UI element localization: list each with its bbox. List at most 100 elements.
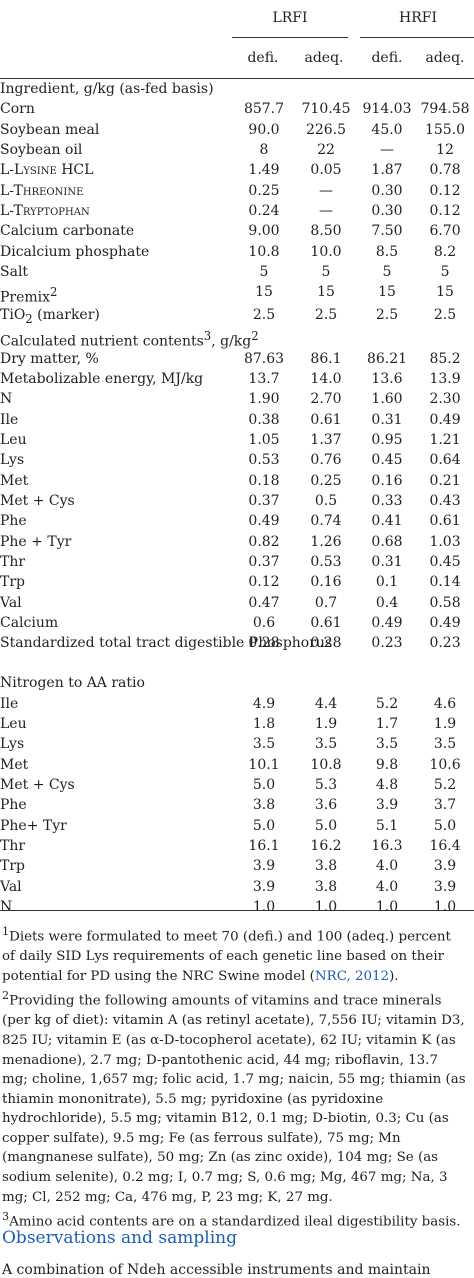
row-label: Leu — [0, 716, 234, 736]
row-label: Thr — [0, 838, 234, 858]
cell-value: — — [380, 142, 394, 159]
cell-value: 1.26 — [310, 533, 342, 550]
row-label-text: Phe — [0, 513, 27, 530]
row-label: Leu — [0, 432, 234, 452]
row-label: Ile — [0, 696, 234, 716]
section-title-text: Calculated nutrient contents — [0, 333, 204, 350]
cell-value: 5.0 — [252, 777, 276, 794]
section-row: Calculated nutrient contents3, g/kg2 — [0, 328, 474, 351]
row-label: Met + Cys — [0, 493, 234, 513]
row-label-text: Val — [0, 594, 22, 611]
cell-value: 4.6 — [433, 695, 457, 712]
section-title: Nitrogen to AA ratio — [0, 675, 474, 695]
cell-value: 86.1 — [310, 350, 342, 367]
row-label-text: Met — [0, 756, 29, 773]
cell-value: 0.30 — [371, 203, 403, 220]
cell-value: 85.2 — [429, 350, 461, 367]
cell-value: 9.00 — [248, 223, 280, 240]
cell-value: 2.5 — [375, 307, 399, 324]
row-label-text: Met + Cys — [0, 492, 75, 509]
cell-value: 0.23 — [371, 635, 403, 652]
table-row: Premix2 15 15 15 15 — [0, 284, 474, 307]
table-row: Corn 857.7 710.45 914.03 794.58 — [0, 101, 474, 121]
cell-value: 4.0 — [375, 858, 399, 875]
table-row: Calcium 0.6 0.61 0.49 0.49 — [0, 615, 474, 635]
cell-value: 0.49 — [429, 411, 461, 428]
row-label-text: TiO — [0, 307, 26, 324]
cell-value: 0.43 — [429, 492, 461, 509]
table-row: Leu 1.8 1.9 1.7 1.9 — [0, 716, 474, 736]
row-label: Soybean oil — [0, 142, 234, 162]
cell-value: 0.38 — [248, 411, 280, 428]
table-row: TiO2 (marker) 2.5 2.5 2.5 2.5 — [0, 307, 474, 328]
cell-value: 5 — [321, 264, 331, 281]
cell-value: 7.50 — [371, 223, 403, 240]
row-label-text: Ile — [0, 411, 19, 428]
cell-value: 0.05 — [310, 162, 342, 179]
row-label-text: Trp — [0, 858, 25, 875]
cell-value: 1.21 — [429, 431, 461, 448]
footnote-1-end: ). — [389, 968, 399, 984]
table-bottom-rule — [0, 910, 474, 911]
row-label-text: Leu — [0, 431, 27, 448]
table-row: Thr 16.1 16.2 16.3 16.4 — [0, 838, 474, 858]
row-label: N — [0, 899, 234, 919]
cell-value: 0.76 — [310, 452, 342, 469]
table-row: Phe 3.8 3.6 3.9 3.7 — [0, 797, 474, 817]
cell-value: 914.03 — [362, 101, 412, 118]
cell-value: 0.41 — [371, 513, 403, 530]
nrc-citation-link[interactable]: NRC, 2012 — [314, 968, 390, 984]
cell-value: 0.25 — [310, 472, 342, 489]
row-label-text: Leu — [0, 716, 27, 733]
row-label-text: Soybean meal — [0, 121, 100, 138]
row-label: Dicalcium phosphate — [0, 244, 234, 264]
cell-value: 1.87 — [371, 162, 403, 179]
cell-value: 2.5 — [252, 307, 276, 324]
section-title-title-sup2: 2 — [251, 328, 259, 343]
cell-value: 0.74 — [310, 513, 342, 530]
cell-value: 13.7 — [248, 370, 280, 387]
table-row: Thr 0.37 0.53 0.31 0.45 — [0, 554, 474, 574]
section-title: Ingredient, g/kg (as-fed basis) — [0, 81, 474, 101]
row-label-text: Salt — [0, 264, 29, 281]
cell-value: 5.0 — [433, 817, 457, 834]
cell-value: 226.5 — [305, 121, 347, 138]
row-label: L-Threonine — [0, 183, 234, 203]
row-label-text: Lys — [0, 736, 25, 753]
cell-value: 0.45 — [371, 452, 403, 469]
cell-value: 3.5 — [314, 736, 338, 753]
cell-value: 8.2 — [433, 243, 457, 260]
table-row: Met 10.1 10.8 9.8 10.6 — [0, 757, 474, 777]
cell-value: 8.5 — [375, 243, 399, 260]
row-label: Thr — [0, 554, 234, 574]
cell-value: 0.31 — [371, 411, 403, 428]
row-label: Salt — [0, 264, 234, 284]
cell-value: 3.6 — [314, 797, 338, 814]
cell-value: 3.5 — [252, 736, 276, 753]
cell-value: 0.49 — [248, 513, 280, 530]
row-label: L-Lysine HCL — [0, 162, 234, 182]
row-label: Phe — [0, 797, 234, 817]
row-label: Met — [0, 473, 234, 493]
cell-value: 0.61 — [429, 513, 461, 530]
footnote-1-marker: 1 — [2, 925, 10, 938]
table-row: Metabolizable energy, MJ/kg 13.7 14.0 13.6 1… — [0, 371, 474, 391]
row-label-text: Lys — [0, 452, 25, 469]
row-label: Metabolizable energy, MJ/kg — [0, 371, 234, 391]
footnote-1-text: Diets were formulated to meet 70 (defi.)… — [2, 929, 451, 984]
table-row: Trp 3.9 3.8 4.0 3.9 — [0, 858, 474, 878]
section-heading: Observations and sampling — [2, 1228, 237, 1248]
row-label-text: Thr — [0, 838, 26, 855]
table-row: Leu 1.05 1.37 0.95 1.21 — [0, 432, 474, 452]
cell-value: 0.61 — [310, 411, 342, 428]
footnote-2: 2Providing the following amounts of vita… — [2, 986, 466, 1207]
cell-value: 0.49 — [429, 615, 461, 632]
col-header-4: adeq. — [425, 50, 465, 66]
row-label: Calcium — [0, 615, 234, 635]
col-header-1: defi. — [247, 50, 279, 66]
cell-value: 0.18 — [248, 472, 280, 489]
section-row: Ingredient, g/kg (as-fed basis) — [0, 81, 474, 101]
table-row: L-Threonine 0.25 — 0.30 0.12 — [0, 183, 474, 203]
cell-value: 0.4 — [375, 594, 399, 611]
cell-value: 3.9 — [252, 878, 276, 895]
